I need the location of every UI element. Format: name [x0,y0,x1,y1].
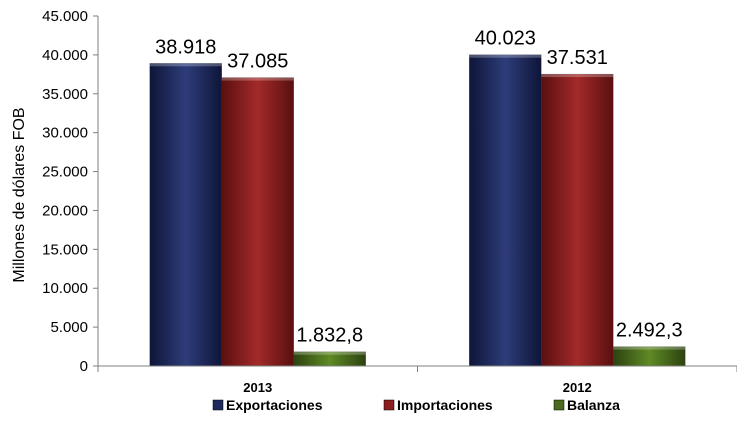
y-tick-label: 30.000 [42,125,88,142]
legend-label-balanza: Balanza [567,397,620,413]
bar-top-highlight [541,74,614,78]
y-axis-title: Millones de dólares FOB [11,107,28,282]
data-label: 37.085 [227,51,288,73]
data-label: 37.531 [547,47,608,69]
y-tick-label: 5.000 [50,319,88,336]
y-tick-label: 40.000 [42,47,88,64]
y-tick-label: 45.000 [42,8,88,25]
data-label: 1.832,8 [296,325,363,347]
bar-top-highlight [293,351,366,355]
bar-top-highlight [149,63,222,67]
y-tick-label: 0 [80,358,88,375]
y-tick-label: 15.000 [42,241,88,258]
y-tick-label: 35.000 [42,86,88,103]
x-axis: 2013 2012 [97,365,737,395]
bar-top-highlight [469,54,542,58]
bar-exportaciones-2013 [149,63,222,367]
legend: Exportaciones Importaciones Balanza [212,397,620,413]
x-category-label: 2013 [243,380,272,395]
legend-swatch-balanza [553,399,565,411]
legend-label-exportaciones: Exportaciones [226,397,323,413]
legend-swatch-importaciones [383,399,395,411]
bar-importaciones-2013 [221,77,294,367]
data-labels: 38.918 37.085 1.832,8 40.023 37.531 2.492,3 [155,28,682,347]
bar-top-highlight [221,77,294,81]
legend-swatch-exportaciones [212,399,224,411]
data-label: 2.492,3 [616,320,683,342]
x-category-label: 2012 [563,380,592,395]
bar-top-highlight [613,346,686,350]
bar-exportaciones-2012 [469,54,542,367]
y-tick-label: 10.000 [42,280,88,297]
legend-label-importaciones: Importaciones [397,397,493,413]
data-label: 40.023 [475,28,536,50]
data-label: 38.918 [155,36,216,58]
y-axis: 0 5.000 10.000 15.000 20.000 25.000 30.000 35.0… [42,8,99,375]
bar-importaciones-2012 [541,73,614,367]
y-tick-label: 20.000 [42,202,88,219]
y-tick-label: 25.000 [42,164,88,181]
bars [149,54,686,367]
